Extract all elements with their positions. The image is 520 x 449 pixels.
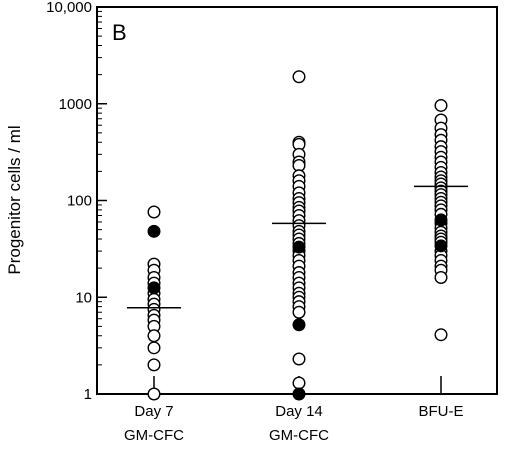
open-data-point [147, 387, 161, 401]
filled-data-point [434, 239, 448, 253]
filled-data-point [434, 213, 448, 227]
open-data-point [147, 329, 161, 343]
filled-data-point [292, 318, 306, 332]
filled-data-point [147, 224, 161, 238]
x-tick-label: BFU-E [419, 403, 464, 420]
x-tick-label: GM-CFC [124, 427, 184, 444]
panel-label: B [112, 20, 127, 45]
x-tick-label: Day 7 [134, 403, 173, 420]
data-marks [127, 70, 468, 401]
filled-data-point [292, 240, 306, 254]
filled-data-point [292, 387, 306, 401]
x-tick-label: Day 14 [275, 403, 323, 420]
open-data-point [434, 98, 448, 112]
open-data-point [292, 70, 306, 84]
y-tick-label: 10,000 [46, 0, 92, 16]
open-data-point [147, 205, 161, 219]
y-tick-label: 100 [67, 193, 92, 210]
filled-data-point [147, 281, 161, 295]
open-data-point [292, 305, 306, 319]
open-data-point [434, 328, 448, 342]
y-axis-title: Progenitor cells / ml [5, 125, 24, 274]
open-data-point [292, 376, 306, 390]
x-tick-label: GM-CFC [269, 427, 329, 444]
y-tick-label: 1000 [59, 96, 92, 113]
y-tick-label: 10 [75, 289, 92, 306]
open-data-point [292, 352, 306, 366]
open-data-point [147, 341, 161, 355]
open-data-point [434, 271, 448, 285]
open-data-point [147, 358, 161, 372]
y-tick-label: 1 [84, 386, 92, 403]
x-axis-ticks: Day 7 GM-CFC Day 14 GM-CFC BFU-E [124, 376, 464, 444]
y-axis-ticks: 1 10 100 1000 10,000 [46, 0, 107, 403]
